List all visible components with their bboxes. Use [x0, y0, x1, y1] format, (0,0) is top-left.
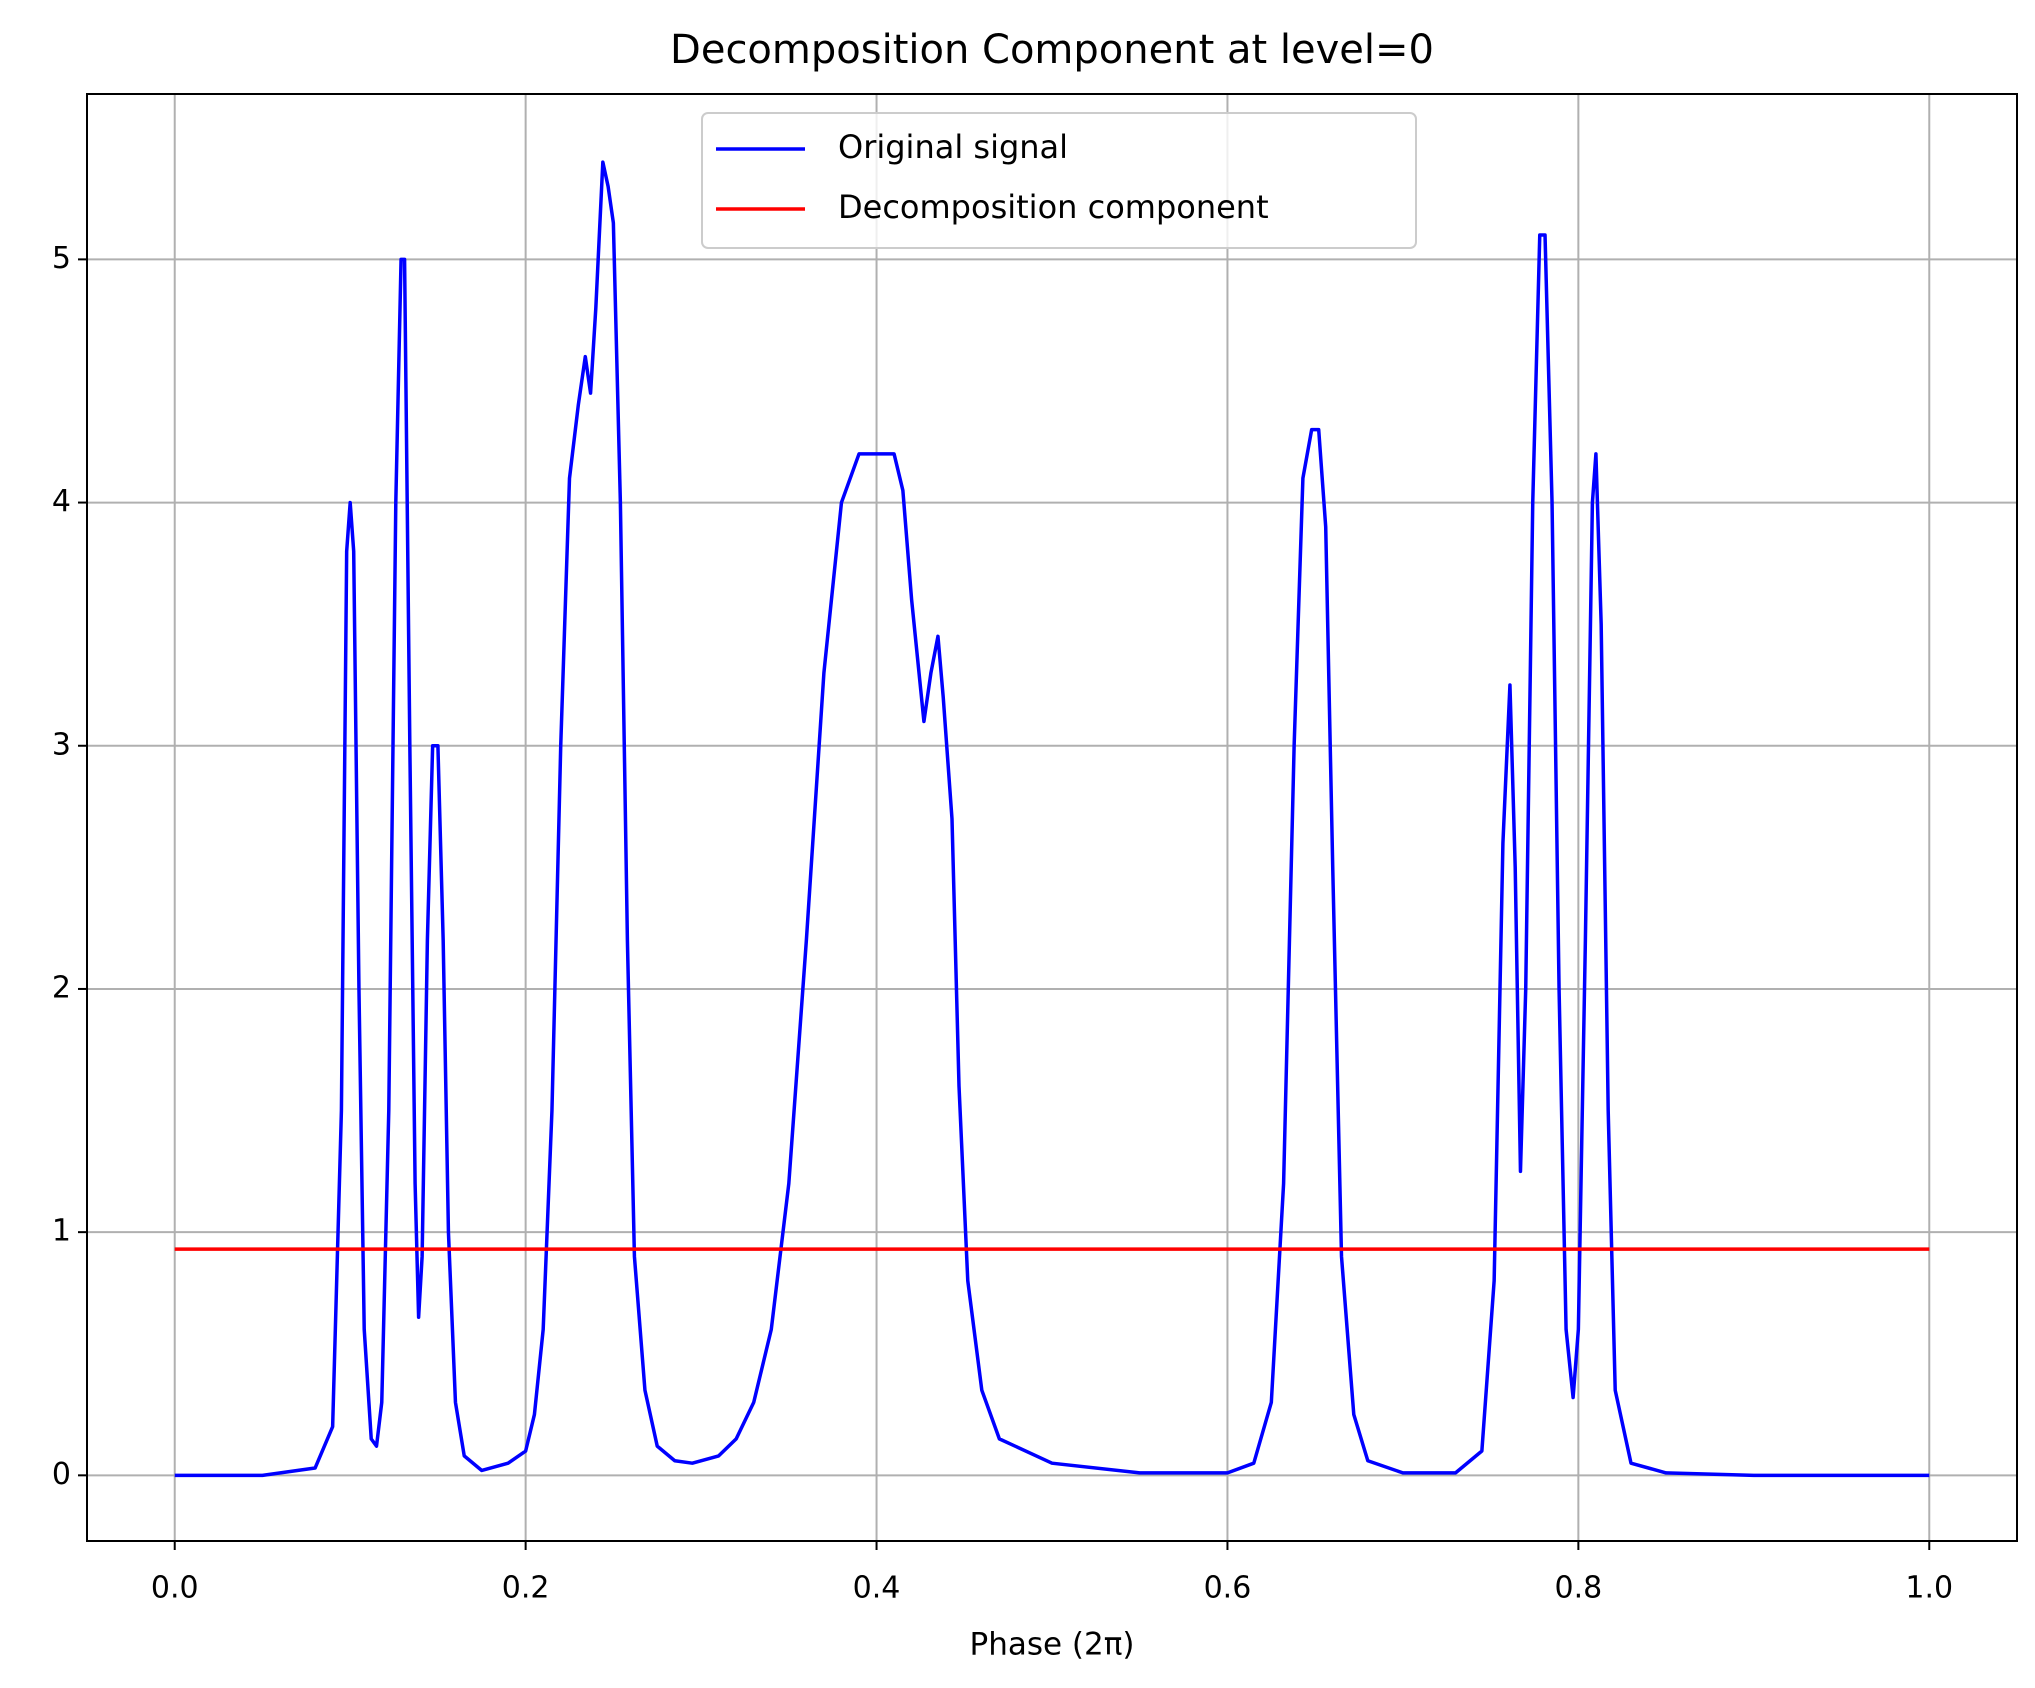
y-tick-label: 1 — [52, 1214, 71, 1249]
legend-label: Original signal — [838, 128, 1068, 166]
line-series — [174, 160, 1930, 1478]
x-tick-label: 0.2 — [502, 1571, 550, 1606]
x-tick-label: 0.8 — [1555, 1571, 1603, 1606]
x-tick-label: 0.4 — [853, 1571, 901, 1606]
y-tick-label: 4 — [52, 484, 71, 519]
x-tick-label: 0.0 — [151, 1571, 199, 1606]
chart-title: Decomposition Component at level=0 — [670, 27, 1434, 73]
y-tick-label: 0 — [52, 1457, 71, 1492]
x-tick-label: 1.0 — [1905, 1571, 1953, 1606]
x-axis-label: Phase (2π) — [970, 1627, 1135, 1663]
y-tick-label: 5 — [52, 241, 71, 276]
x-tick-label: 0.6 — [1204, 1571, 1252, 1606]
y-tick-label: 3 — [52, 727, 71, 762]
y-tick-label: 2 — [52, 970, 71, 1005]
legend-box — [701, 112, 1417, 249]
legend-label: Decomposition component — [838, 188, 1269, 226]
axes-frame — [86, 93, 2018, 1542]
